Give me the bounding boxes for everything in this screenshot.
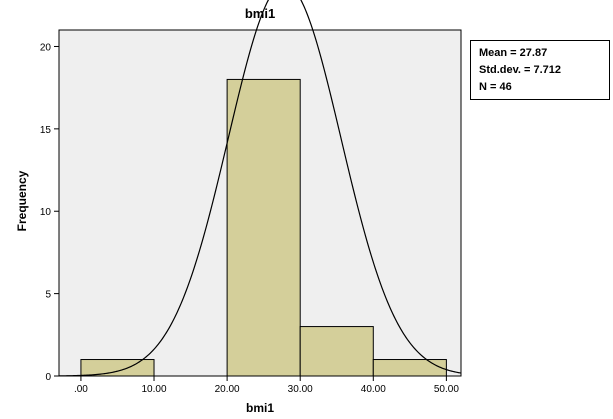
x-axis-label: bmi1 [246, 401, 274, 415]
x-tick-label-5: 50.00 [434, 384, 459, 395]
histogram-bar-0 [80, 359, 155, 377]
plot-frame [58, 29, 462, 377]
y-axis-label: Frequency [15, 170, 29, 231]
x-tick-label-2: 20.00 [215, 384, 240, 395]
histogram-bar-2 [226, 78, 301, 377]
n-stat: N = 46 [479, 81, 512, 93]
std-dev-stat: Std.dev. = 7.712 [479, 64, 562, 76]
y-tick-label-2: 10 [40, 207, 52, 218]
y-tick-label-3: 15 [40, 125, 52, 136]
chart-title: bmi1 [245, 6, 275, 21]
histogram-bar-3 [299, 326, 374, 377]
y-tick-label-0: 0 [45, 372, 51, 383]
y-tick-label-4: 20 [40, 42, 52, 53]
x-tick-label-0: .00 [74, 384, 88, 395]
y-tick-label-1: 5 [45, 290, 51, 301]
mean-stat: Mean = 27.87 [479, 47, 548, 59]
histogram-bar-4 [372, 359, 447, 377]
normal-curve [58, 0, 462, 377]
x-tick-label-4: 40.00 [361, 384, 386, 395]
x-tick-label-3: 30.00 [288, 384, 313, 395]
statistics-box: Mean = 27.87 Std.dev. = 7.712 N = 46 [470, 40, 610, 100]
x-tick-label-1: 10.00 [142, 384, 167, 395]
